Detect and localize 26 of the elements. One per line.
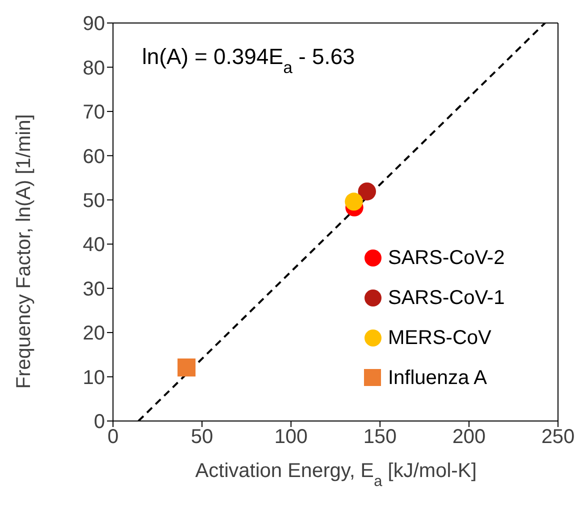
- y-tick-label: 50: [82, 190, 105, 212]
- annotation: ln(A) = 0.394E$_{a}$ - 5.63: [142, 44, 355, 77]
- y-tick-label: 0: [94, 411, 105, 434]
- x-tick-label: 0: [107, 426, 119, 448]
- x-tick-label: 50: [190, 426, 214, 448]
- y-tick-label: 10: [82, 366, 105, 389]
- y-tick-label: 80: [82, 57, 105, 80]
- x-tick-label: 150: [363, 426, 397, 448]
- x-tick-label: 100: [274, 426, 308, 448]
- x-tick-label: 250: [541, 426, 575, 448]
- legend-label: SARS-CoV-1: [388, 286, 505, 310]
- y-tick-label: 90: [82, 13, 105, 36]
- point: [358, 182, 376, 200]
- x-axis-title: Activation Energy, E$_{a}$ [kJ/mol-K]: [195, 460, 477, 490]
- legend-label: MERS-CoV: [388, 326, 492, 350]
- y-tick-label: 60: [82, 146, 105, 168]
- x-tick-label: 200: [452, 426, 486, 448]
- y-axis-title: Frequency Factor, ln(A) [1/min]: [13, 114, 35, 389]
- point: [178, 358, 196, 376]
- y-tick-label: 70: [82, 102, 105, 124]
- y-tick-label: 20: [82, 322, 105, 345]
- y-tick-label: 40: [82, 234, 105, 256]
- y-tick-label: 30: [82, 278, 105, 300]
- point: [344, 192, 363, 211]
- legend-label: SARS-CoV-2: [388, 246, 505, 270]
- legend-label: Influenza A: [388, 366, 487, 390]
